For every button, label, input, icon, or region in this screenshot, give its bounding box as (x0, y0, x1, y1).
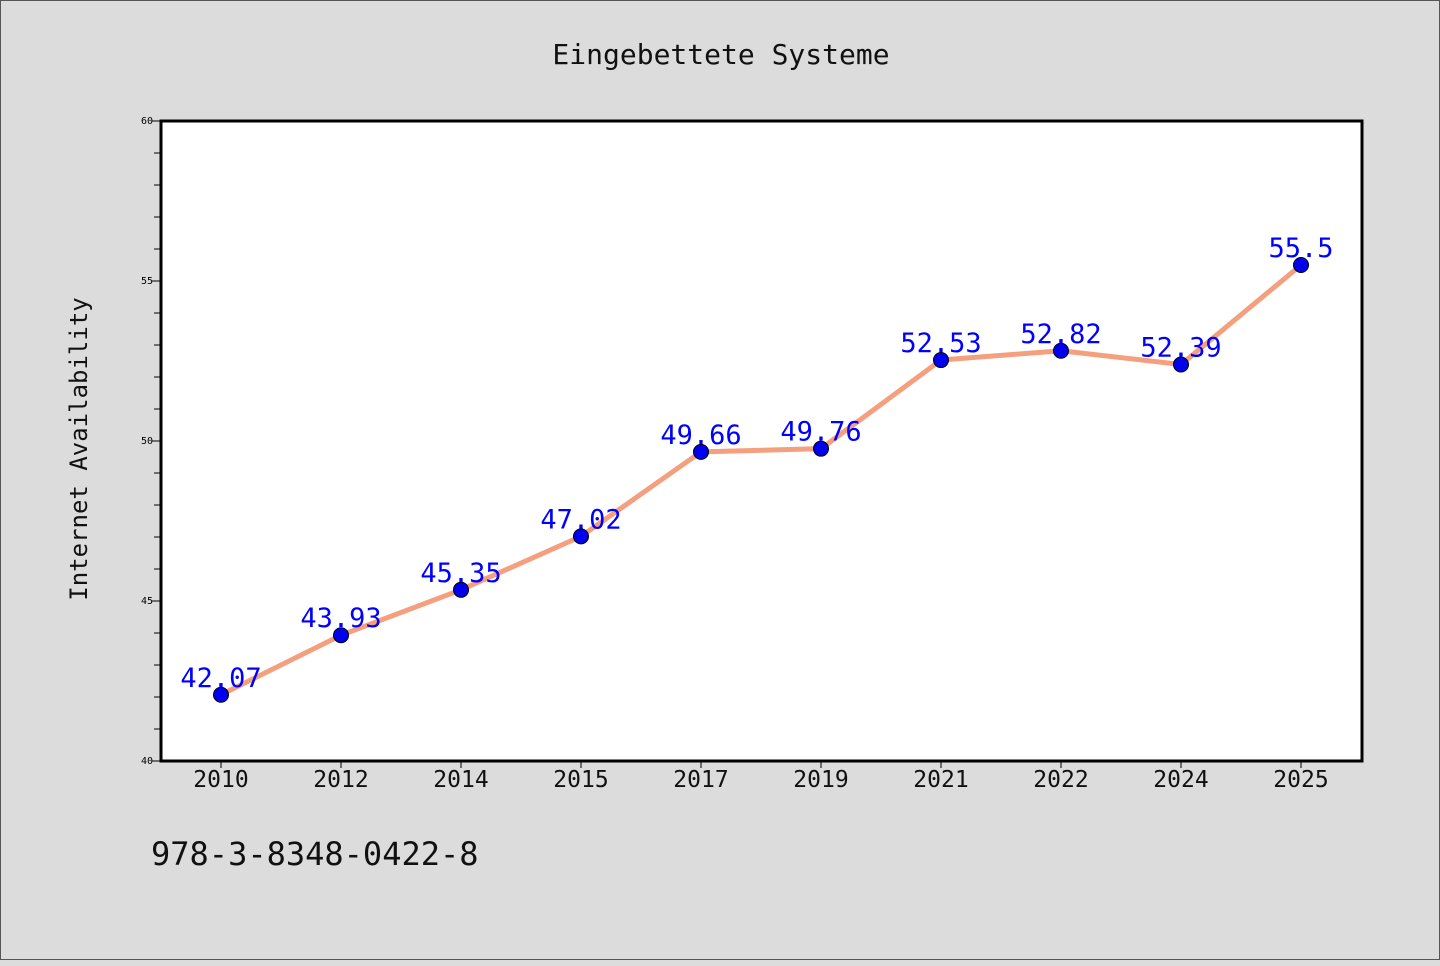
plot-area (159, 119, 1364, 763)
x-tick-label: 2015 (553, 767, 608, 793)
data-point (933, 352, 949, 369)
data-label: 49.76 (780, 417, 861, 448)
y-tick-label: 60 (141, 116, 153, 127)
y-tick-label: 45 (141, 596, 153, 607)
data-label: 49.66 (660, 420, 741, 451)
isbn-text: 978-3-8348-0422-8 (151, 835, 479, 873)
data-label: 52.82 (1020, 319, 1101, 350)
chart-title: Eingebettete Systeme (552, 38, 889, 71)
x-axis-ticks: 2010 2012 2014 2015 2017 2019 2021 2022 2024 2025 (193, 761, 1329, 793)
series-layer (213, 257, 1309, 703)
data-label: 52.53 (900, 328, 981, 359)
data-point (813, 440, 829, 457)
y-tick-label: 55 (141, 276, 153, 287)
x-tick-label: 2014 (433, 767, 488, 793)
data-point (693, 443, 709, 460)
data-point (573, 528, 589, 545)
data-label: 43.93 (300, 603, 381, 634)
data-label: 45.35 (420, 558, 501, 589)
x-tick-label: 2010 (193, 767, 248, 793)
data-point (333, 627, 349, 644)
series-line (219, 263, 1303, 697)
y-tick-label: 50 (141, 436, 153, 447)
data-point (453, 581, 469, 598)
x-tick-label: 2024 (1153, 767, 1208, 793)
x-tick-label: 2017 (673, 767, 728, 793)
data-point (1053, 342, 1069, 359)
y-axis-label: Internet Availability (65, 297, 93, 600)
y-tick-label: 40 (141, 756, 153, 767)
x-tick-label: 2025 (1273, 767, 1328, 793)
data-label: 52.39 (1140, 333, 1221, 364)
x-tick-label: 2021 (913, 767, 968, 793)
y-axis-ticks: 40 45 50 55 60 (141, 116, 161, 767)
x-tick-label: 2022 (1033, 767, 1088, 793)
data-label: 42.07 (180, 663, 261, 694)
data-point (1293, 257, 1309, 273)
data-point (1173, 356, 1189, 373)
data-labels: 42.07 43.93 45.35 47.02 49.66 49.76 52.53 52.82… (180, 233, 1333, 694)
data-label: 47.02 (540, 504, 621, 535)
data-label: 55.5 (1268, 233, 1333, 264)
x-tick-label: 2019 (793, 767, 848, 793)
data-point (213, 686, 229, 703)
x-tick-label: 2012 (313, 767, 368, 793)
